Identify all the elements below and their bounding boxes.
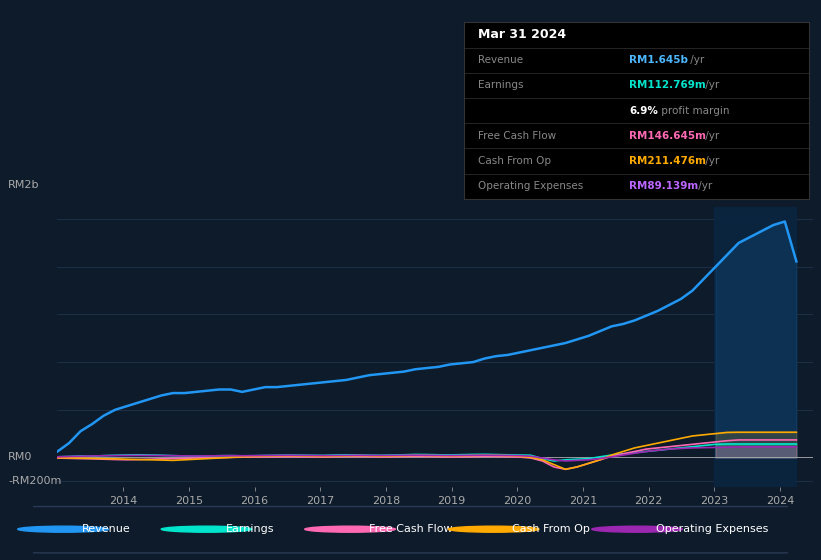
Text: Earnings: Earnings: [226, 524, 274, 534]
Text: /yr: /yr: [702, 156, 719, 166]
Text: Revenue: Revenue: [478, 55, 523, 65]
Text: RM0: RM0: [8, 452, 33, 463]
Text: 6.9%: 6.9%: [630, 106, 658, 115]
Text: RM2b: RM2b: [8, 180, 40, 190]
Text: RM146.645m: RM146.645m: [630, 131, 706, 141]
Text: RM211.476m: RM211.476m: [630, 156, 706, 166]
Text: Operating Expenses: Operating Expenses: [656, 524, 768, 534]
Text: -RM200m: -RM200m: [8, 476, 62, 486]
Circle shape: [161, 526, 252, 532]
Circle shape: [305, 526, 396, 532]
FancyBboxPatch shape: [25, 506, 796, 553]
Text: Operating Expenses: Operating Expenses: [478, 181, 583, 191]
Text: Cash From Op: Cash From Op: [478, 156, 551, 166]
Text: Earnings: Earnings: [478, 81, 523, 90]
Circle shape: [18, 526, 108, 532]
Text: Free Cash Flow: Free Cash Flow: [478, 131, 556, 141]
Text: RM1.645b: RM1.645b: [630, 55, 688, 65]
Text: RM112.769m: RM112.769m: [630, 81, 706, 90]
Text: /yr: /yr: [687, 55, 704, 65]
Text: Cash From Op: Cash From Op: [512, 524, 590, 534]
Text: /yr: /yr: [702, 81, 719, 90]
Text: Revenue: Revenue: [82, 524, 131, 534]
Text: Mar 31 2024: Mar 31 2024: [478, 29, 566, 41]
Text: RM89.139m: RM89.139m: [630, 181, 699, 191]
Text: profit margin: profit margin: [658, 106, 730, 115]
Text: /yr: /yr: [702, 131, 719, 141]
Circle shape: [448, 526, 539, 532]
Text: Free Cash Flow: Free Cash Flow: [369, 524, 452, 534]
Circle shape: [592, 526, 682, 532]
Text: /yr: /yr: [695, 181, 712, 191]
Bar: [714, 207, 796, 487]
